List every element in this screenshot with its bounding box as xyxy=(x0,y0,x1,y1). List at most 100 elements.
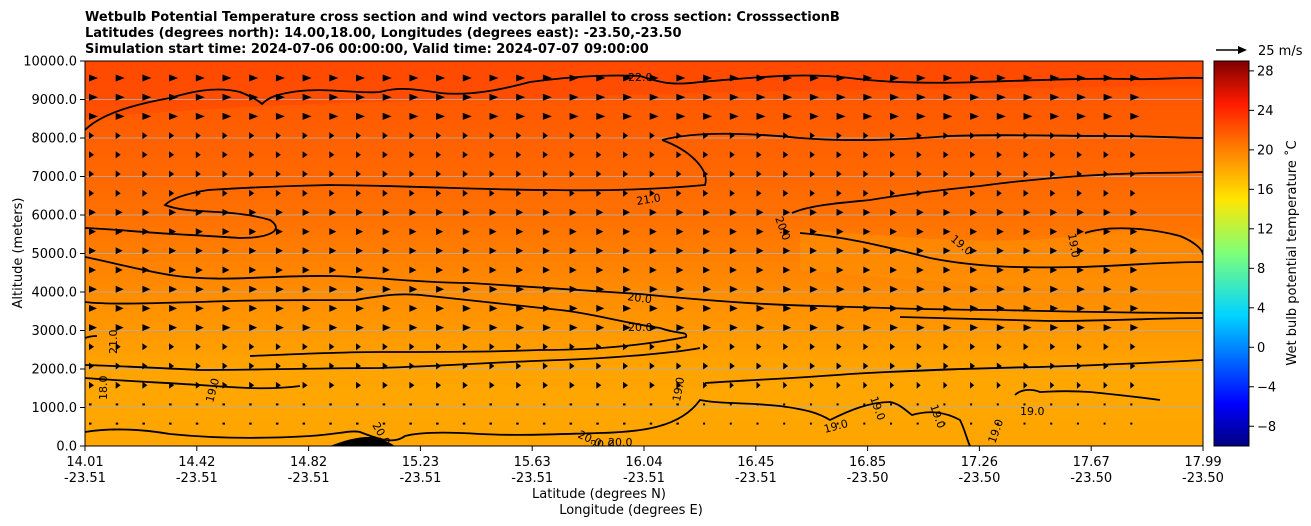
wind-vector-arrow xyxy=(623,304,631,312)
wind-vector-arrow xyxy=(649,285,658,293)
wind-vector-head xyxy=(222,151,228,159)
wind-vector-arrow xyxy=(649,381,655,389)
wind-vector-head xyxy=(783,228,791,236)
wind-vector-head xyxy=(756,324,765,332)
colorbar-tick-label: 0 xyxy=(1257,341,1265,356)
wind-vector-head xyxy=(489,304,498,312)
wind-vector-head xyxy=(729,247,737,255)
wind-vector-stub xyxy=(703,422,706,425)
wind-vector-arrow xyxy=(275,304,284,312)
wind-vector-arrow xyxy=(89,93,98,101)
wind-vector-arrow xyxy=(596,112,606,120)
wind-vector-head xyxy=(1103,304,1112,312)
wind-vector-arrow xyxy=(356,170,361,178)
wind-vector-arrow xyxy=(943,208,951,216)
x-tick-label-lat: 17.99 xyxy=(1184,455,1221,470)
wind-vector-head xyxy=(195,266,203,274)
wind-vector-arrow xyxy=(329,381,335,389)
wind-vector-head xyxy=(275,381,281,389)
wind-vector-arrow xyxy=(462,324,471,332)
wind-vector-stub xyxy=(1023,422,1026,425)
wind-vector-arrow xyxy=(676,324,685,332)
wind-vector-arrow xyxy=(489,228,497,236)
wind-vector-arrow xyxy=(222,266,230,274)
wind-vector-arrow xyxy=(676,285,685,293)
wind-vector-arrow xyxy=(142,208,150,216)
wind-vector-arrow xyxy=(890,362,895,370)
wind-vector-head xyxy=(649,93,659,101)
wind-vector-arrow xyxy=(863,343,869,351)
wind-vector-arrow xyxy=(676,228,684,236)
wind-vector-head xyxy=(783,151,789,159)
wind-vector-arrow xyxy=(436,151,442,159)
wind-vector-head xyxy=(195,362,201,370)
wind-vector-head xyxy=(462,189,468,197)
wind-vector-arrow xyxy=(302,74,312,82)
wind-vector-head xyxy=(756,208,764,216)
wind-vector-arrow xyxy=(623,422,626,425)
wind-vector-head xyxy=(542,381,548,389)
wind-vector-arrow xyxy=(890,266,897,274)
wind-vector-head xyxy=(89,247,96,255)
wind-vector-arrow xyxy=(356,324,364,332)
wind-vector-head xyxy=(729,170,735,178)
wind-vector-head xyxy=(142,247,150,255)
colorbar-gradient xyxy=(1213,60,1250,447)
wind-vector-head xyxy=(1076,343,1082,351)
wind-vector-arrow xyxy=(756,362,762,370)
wind-vector-arrow xyxy=(409,112,419,120)
wind-vector-arrow xyxy=(489,403,492,406)
wind-vector-stub xyxy=(249,422,252,425)
wind-vector-head xyxy=(409,132,415,140)
wind-vector-arrow xyxy=(569,247,577,255)
wind-vector-arrow xyxy=(729,189,735,197)
wind-vector-stub xyxy=(783,422,786,425)
wind-vector-arrow xyxy=(115,285,124,293)
wind-vector-head xyxy=(916,285,925,293)
wind-vector-head xyxy=(1076,304,1085,312)
wind-vector-head xyxy=(542,208,550,216)
wind-vector-head xyxy=(462,112,472,120)
wind-vector-arrow xyxy=(1023,343,1029,351)
wind-vector-head xyxy=(729,362,735,370)
wind-vector-arrow xyxy=(1023,285,1032,293)
wind-vector-arrow xyxy=(943,189,949,197)
wind-vector-head xyxy=(356,266,363,274)
wind-vector-head xyxy=(142,93,152,101)
wind-vector-arrow xyxy=(1130,343,1136,351)
wind-vector-head xyxy=(943,343,949,351)
contour-19-right xyxy=(799,227,1203,269)
wind-vector-arrow xyxy=(409,74,419,82)
wind-vector-head xyxy=(1050,228,1058,236)
wind-vector-head xyxy=(302,93,312,101)
wind-vector-head xyxy=(649,362,655,370)
wind-vector-arrow xyxy=(783,266,791,274)
wind-vector-arrow xyxy=(516,362,522,370)
wind-vector-head xyxy=(836,324,845,332)
wind-vector-head xyxy=(623,247,630,255)
wind-vector-head xyxy=(1130,381,1135,389)
wind-vector-arrow xyxy=(115,304,124,312)
wind-vector-head xyxy=(89,170,94,178)
wind-vector-arrow xyxy=(249,266,257,274)
wind-vector-arrow xyxy=(623,208,630,216)
wind-vector-arrow xyxy=(436,228,444,236)
wind-vector-head xyxy=(382,343,388,351)
wind-vector-arrow xyxy=(996,324,1005,332)
wind-vector-head xyxy=(169,151,175,159)
x-tick-label-lon: -23.51 xyxy=(399,471,441,486)
wind-vector-arrow xyxy=(329,132,335,140)
wind-vector-arrow xyxy=(356,93,365,101)
wind-vector-arrow xyxy=(1050,422,1053,425)
wind-vector-arrow xyxy=(436,170,442,178)
wind-vector-head xyxy=(516,285,525,293)
wind-vector-arrow xyxy=(329,422,332,425)
wind-vector-head xyxy=(169,74,179,82)
wind-vector-head xyxy=(195,151,201,159)
wind-vector-head xyxy=(703,228,711,236)
wind-vector-head xyxy=(970,247,978,255)
wind-vector-head xyxy=(142,74,152,82)
wind-vector-head xyxy=(115,170,121,178)
wind-vector-arrow xyxy=(649,403,653,406)
wind-vector-arrow xyxy=(142,170,148,178)
